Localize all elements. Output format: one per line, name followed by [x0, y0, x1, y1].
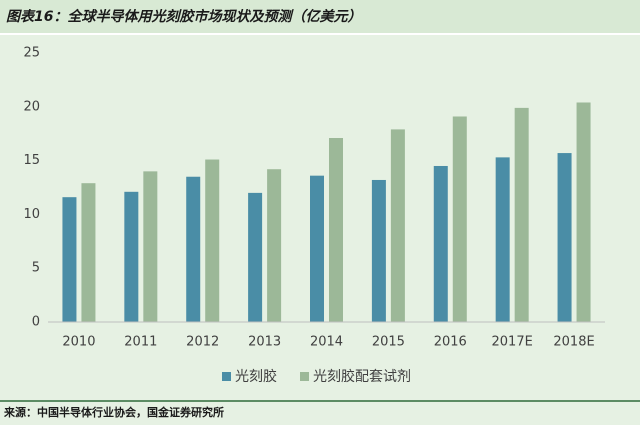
x-tick-label: 2015: [372, 335, 405, 350]
bar: [310, 175, 324, 322]
x-tick-label: 2012: [186, 335, 219, 350]
x-tick-label: 2011: [124, 335, 157, 350]
bar: [124, 191, 139, 322]
x-tick-label: 2016: [434, 335, 467, 350]
y-tick-label: 25: [23, 46, 40, 61]
bar: [143, 171, 158, 322]
x-tick-label: 2014: [310, 335, 343, 350]
bar: [576, 102, 591, 322]
bar: [390, 129, 405, 322]
x-tick-label: 2017E: [492, 335, 533, 350]
bar: [81, 183, 96, 322]
bar: [514, 107, 529, 322]
x-tick-label: 2013: [248, 335, 281, 350]
y-tick-label: 20: [23, 99, 40, 114]
bar: [62, 197, 77, 322]
bar: [495, 157, 510, 322]
bar: [267, 169, 282, 322]
y-tick-label: 10: [23, 207, 40, 222]
source: 来源：中国半导体行业协会，国金证券研究所: [3, 405, 224, 419]
bar: [329, 138, 343, 322]
legend-swatch: [300, 372, 309, 381]
x-tick-label: 2010: [62, 335, 95, 350]
y-tick-label: 0: [32, 315, 40, 330]
bar: [371, 179, 386, 322]
y-tick-label: 15: [23, 153, 40, 168]
y-tick-label: 5: [32, 261, 40, 276]
bar: [452, 116, 467, 322]
x-tick-label: 2018E: [553, 335, 594, 350]
title-bar: [0, 0, 640, 34]
chart-title: 图表16：全球半导体用光刻胶市场现状及预测（亿美元）: [6, 8, 361, 25]
bar: [205, 159, 220, 322]
legend-swatch: [222, 372, 231, 381]
bar: [186, 176, 201, 322]
legend-label: 光刻胶配套试剂: [313, 368, 411, 385]
bar: [433, 165, 448, 322]
legend-label: 光刻胶: [235, 368, 277, 385]
bar: [248, 192, 263, 322]
bar: [557, 153, 572, 322]
